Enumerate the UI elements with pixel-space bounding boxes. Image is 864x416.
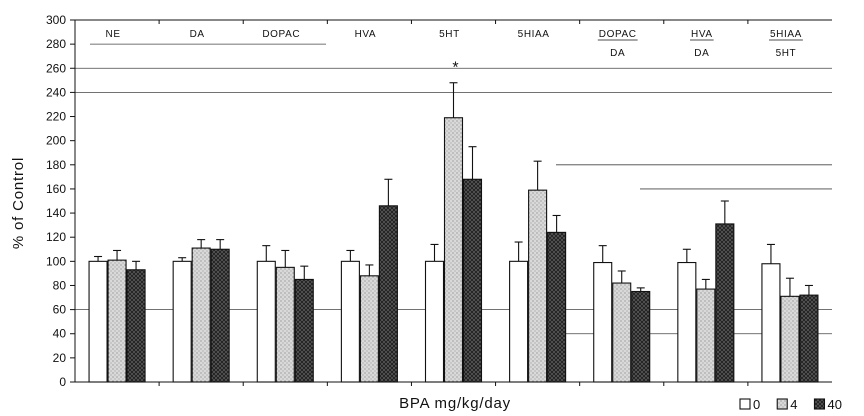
bar-5ht-4 <box>443 117 464 383</box>
bar-dopac-0 <box>256 260 276 383</box>
bar-dopac-da-0 <box>593 261 613 383</box>
bar-5hiaa-40 <box>547 231 567 383</box>
category-label: DA <box>190 29 205 40</box>
x-axis-label: BPA mg/kg/day <box>399 395 511 412</box>
significance-asterisk: * <box>452 60 458 77</box>
bar-dopac-da-40 <box>631 290 651 383</box>
category-label: DOPAC <box>262 29 300 40</box>
bar-5hiaa-5ht-4 <box>780 295 800 383</box>
y-tick-label: 100 <box>46 254 66 268</box>
y-axis-ticks: 0 20 40 60 80 100 120 140 160 180 200 220 240 260 280 3… <box>46 13 75 389</box>
legend-swatch-40 <box>813 398 826 410</box>
bar-ne-4 <box>107 259 127 383</box>
category-labels: NE DA DOPAC HVA 5HT 5HIAA DOPAC DA HVA DA 5HIAA 5HT <box>106 29 803 59</box>
category-label: 5HIAA <box>518 29 550 40</box>
bar-5hiaa-4 <box>528 189 548 383</box>
bar-5hiaa-5ht-40 <box>799 294 819 383</box>
bar-da-40 <box>210 248 230 383</box>
bar-hva-da-0 <box>677 261 697 383</box>
bar-hva-da-40 <box>715 223 735 383</box>
legend-swatch-4 <box>776 398 788 410</box>
y-tick-label: 280 <box>46 37 66 51</box>
category-label: NE <box>106 29 121 40</box>
bar-dopac-4 <box>275 266 295 383</box>
y-tick-label: 0 <box>59 375 66 389</box>
bar-ne-0 <box>88 260 108 383</box>
legend-label: 0 <box>753 397 760 412</box>
bar-hva-0 <box>340 260 360 383</box>
category-label: 5HT <box>439 29 460 40</box>
category-label-numerator: 5HIAA <box>770 29 802 40</box>
y-tick-label: 160 <box>46 182 66 196</box>
category-label-denominator: 5HT <box>776 48 797 59</box>
y-tick-label: 240 <box>46 85 66 99</box>
y-tick-label: 120 <box>46 230 66 244</box>
legend-label: 4 <box>790 397 797 412</box>
legend-swatch-0 <box>739 398 751 410</box>
category-label-numerator: DOPAC <box>599 29 637 40</box>
category-label-denominator: DA <box>694 48 709 59</box>
y-tick-label: 220 <box>46 110 66 124</box>
category-label: HVA <box>355 29 377 40</box>
bar-dopac-40 <box>294 278 314 383</box>
bar-da-0 <box>172 260 192 383</box>
bar-hva-da-4 <box>696 288 716 383</box>
y-tick-label: 260 <box>46 61 66 75</box>
y-tick-label: 20 <box>53 351 67 365</box>
bar-ne-40 <box>126 269 146 383</box>
y-tick-label: 60 <box>53 303 67 317</box>
y-tick-label: 40 <box>53 327 67 341</box>
bar-5hiaa-0 <box>509 260 529 383</box>
legend-label: 40 <box>827 397 841 412</box>
y-tick-label: 300 <box>46 13 66 27</box>
y-tick-label: 140 <box>46 206 66 220</box>
annotations: * <box>452 60 458 77</box>
category-label-denominator: DA <box>610 48 625 59</box>
bar-hva-4 <box>359 275 379 383</box>
bar-dopac-da-4 <box>612 282 632 383</box>
bar-hva-40 <box>378 205 398 383</box>
y-tick-label: 80 <box>53 278 67 292</box>
category-label-numerator: HVA <box>691 29 713 40</box>
y-tick-label: 180 <box>46 158 66 172</box>
bar-5hiaa-5ht-0 <box>761 263 781 383</box>
bars <box>88 82 819 383</box>
y-axis-label: % of Control <box>10 157 27 249</box>
axes <box>74 19 832 386</box>
bar-5ht-40 <box>462 178 483 383</box>
legend: 0 4 40 <box>739 397 842 412</box>
y-tick-label: 200 <box>46 134 66 148</box>
bar-da-4 <box>191 247 211 383</box>
bar-5ht-0 <box>424 260 445 383</box>
